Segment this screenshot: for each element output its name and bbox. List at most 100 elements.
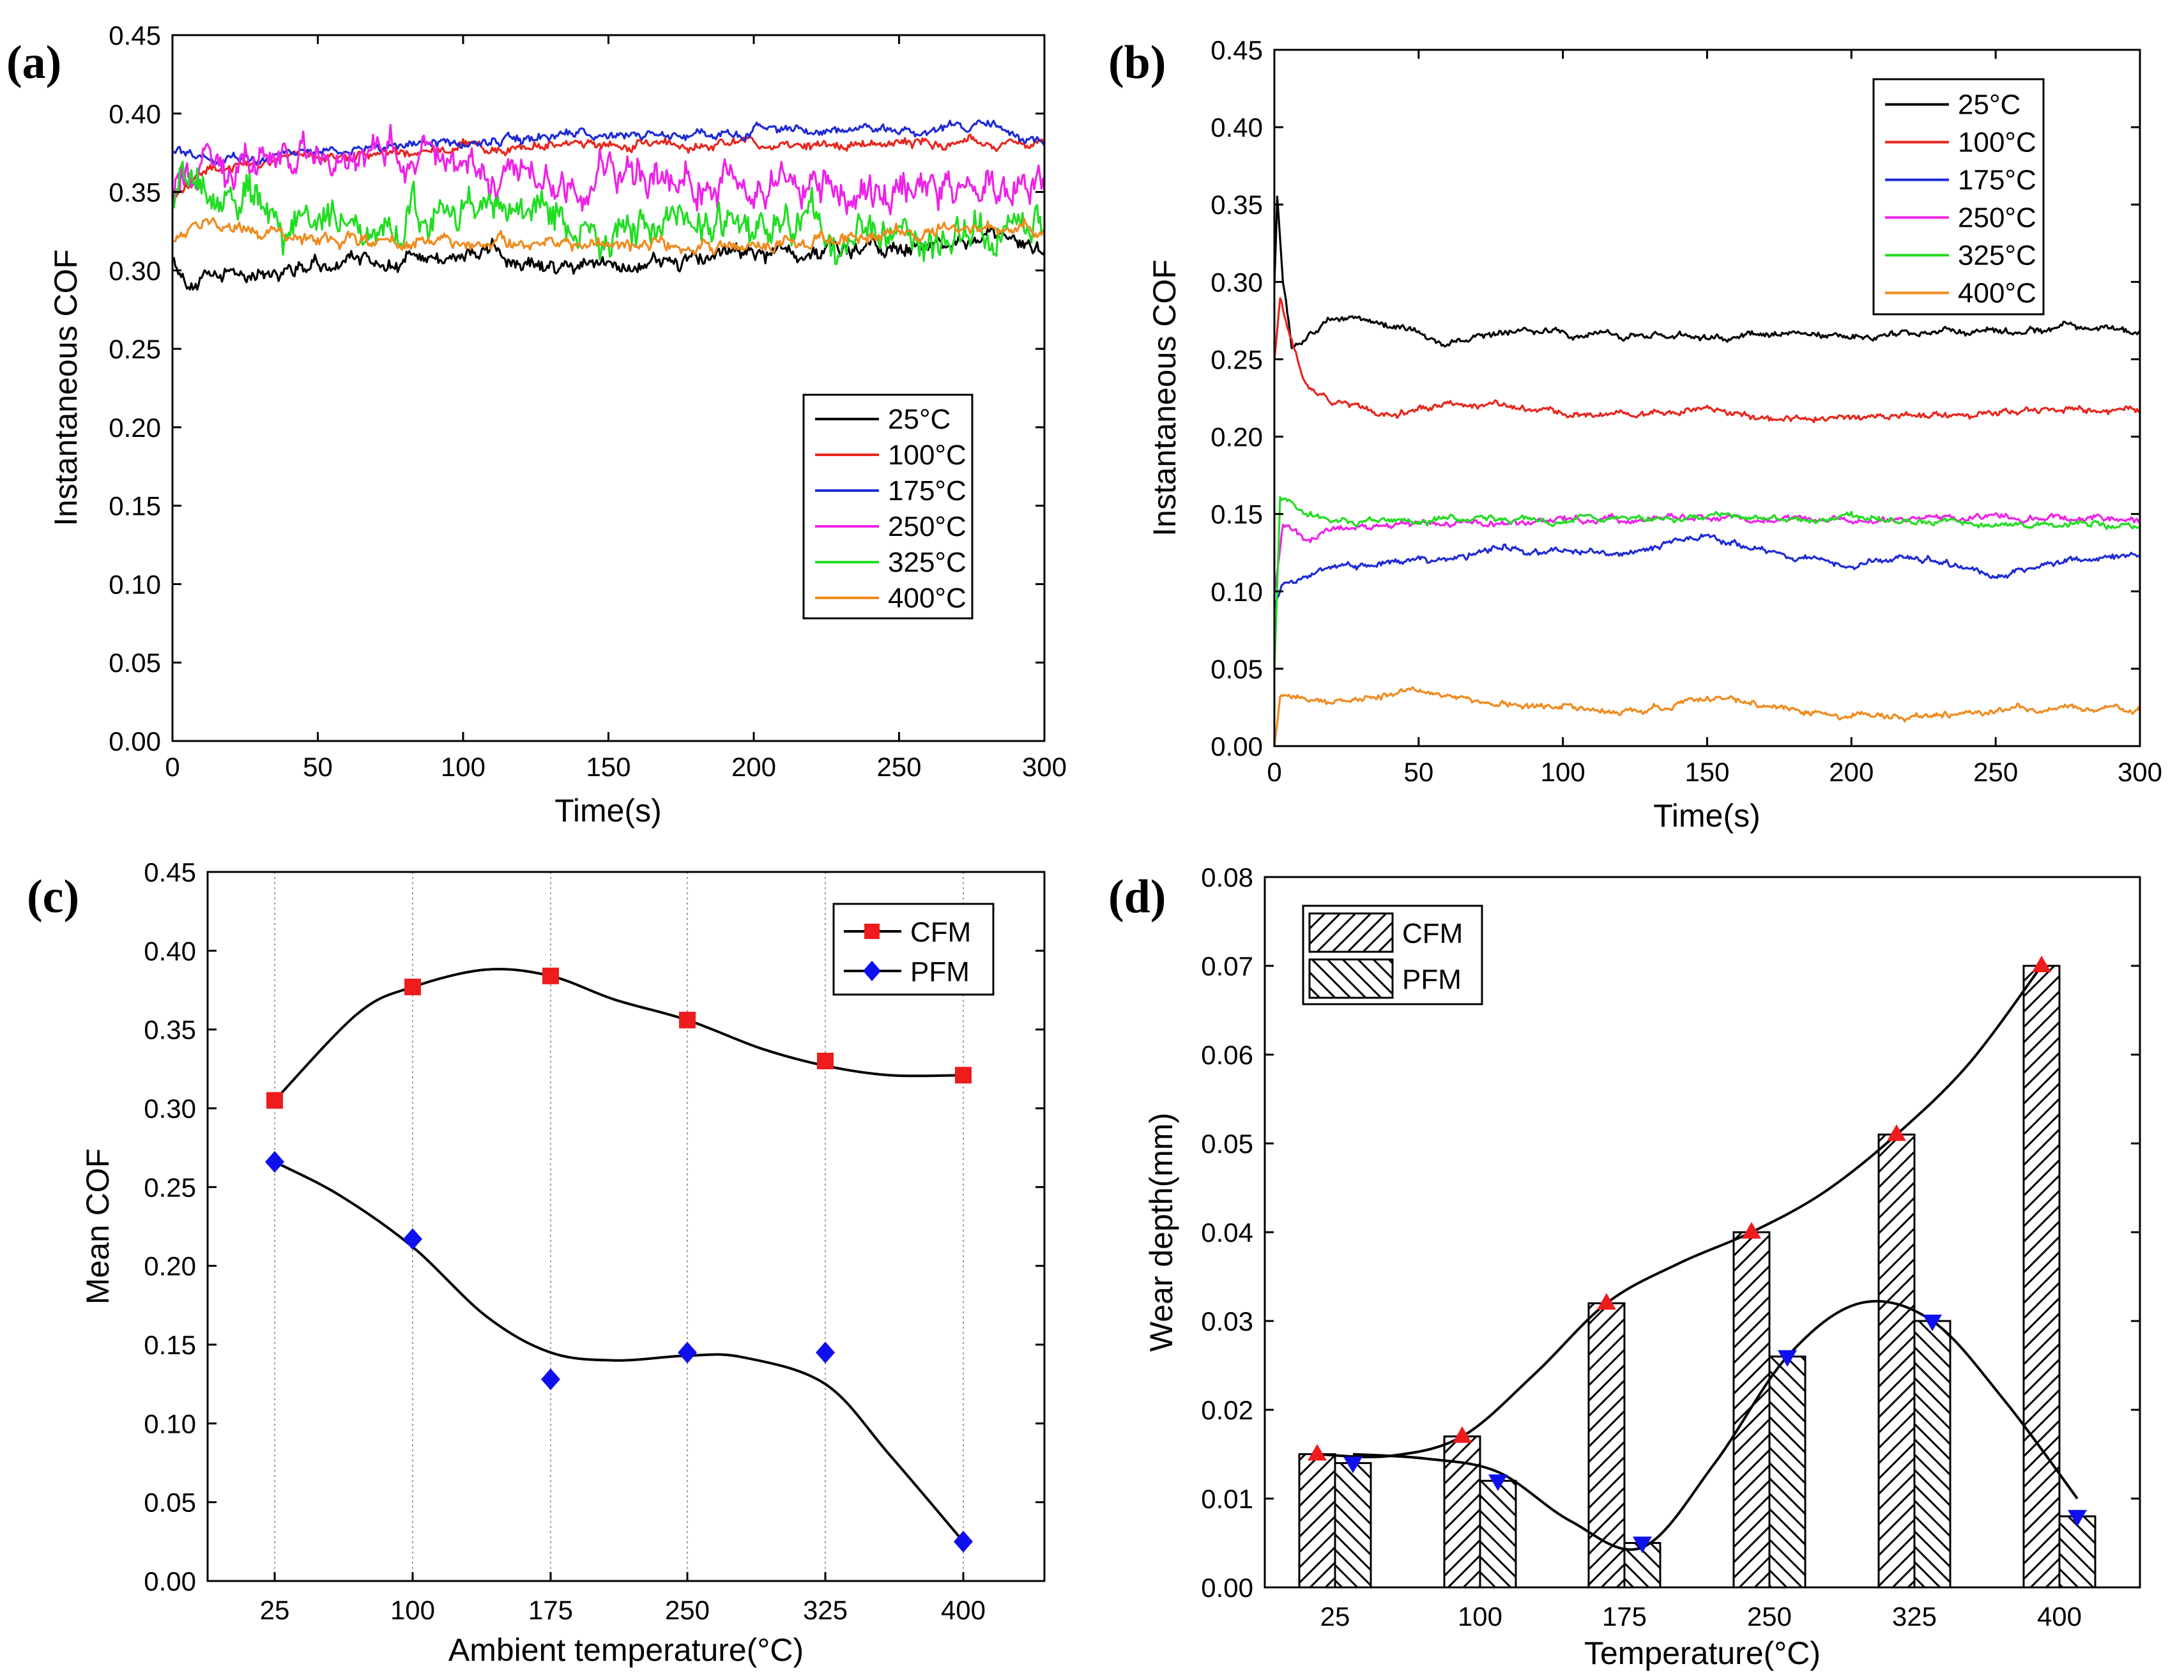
y-axis-label: Wear depth(mm) (1143, 1113, 1179, 1352)
series-line-175C (1273, 533, 2141, 610)
x-tick-label: 400 (941, 1595, 986, 1625)
x-tick-label: 50 (1403, 757, 1433, 787)
y-tick-label: 0.04 (1201, 1218, 1253, 1248)
legend: CFM PFM (832, 903, 995, 996)
x-axis-label: Temperature(°C) (1584, 1635, 1821, 1671)
series-line-25C (1273, 195, 2141, 349)
y-tick-label: 0.35 (1210, 190, 1263, 220)
legend-label: 400°C (888, 583, 966, 614)
fit-curve-pfm (274, 1161, 965, 1543)
cfm-marker (679, 1011, 696, 1028)
x-tick-label: 325 (1892, 1601, 1937, 1631)
x-tick-label: 175 (528, 1595, 573, 1625)
series-line-250C (171, 123, 1046, 216)
series-line-400C (172, 217, 1046, 256)
chart-panel-b: (b) 0 50 100 150 200 250 300 0.00 0.05 0.10 0.15 0.… (1108, 35, 2162, 834)
chart-panel-d: (d) 25 100 175 250 325 400 0.00 0.01 0.02 0.03 0.0… (1108, 862, 2141, 1671)
y-tick-label: 0.20 (144, 1251, 196, 1281)
legend-label: PFM (910, 956, 970, 988)
y-tick-label: 0.25 (109, 334, 161, 364)
legend-swatch (1308, 912, 1394, 953)
y-tick-label: 0.40 (144, 936, 196, 966)
x-tick-label: 25 (1320, 1601, 1350, 1631)
y-tick-label: 0.05 (109, 648, 161, 678)
y-tick-label: 0.15 (1210, 500, 1263, 530)
pfm-marker (816, 1341, 835, 1364)
series-line-25C (171, 227, 1046, 291)
x-tick-label: 325 (803, 1595, 848, 1625)
legend-label: 100°C (888, 439, 966, 471)
bar-pfm (1913, 1320, 1951, 1589)
pfm-marker (1488, 1474, 1508, 1492)
x-tick-label: 250 (1973, 757, 2018, 787)
legend-label: 325°C (888, 547, 966, 578)
legend-label: CFM (1402, 918, 1463, 949)
y-tick-label: 0.30 (1210, 267, 1263, 297)
x-tick-label: 175 (1602, 1601, 1647, 1631)
x-axis-label: Time(s) (1653, 798, 1760, 834)
cfm-marker (955, 1067, 972, 1084)
y-tick-label: 0.20 (1210, 422, 1263, 452)
x-tick-label: 250 (1747, 1601, 1792, 1631)
y-tick-label: 0.40 (1210, 112, 1263, 142)
x-tick-label: 100 (1541, 757, 1585, 787)
series-line-325C (171, 160, 1045, 265)
legend-label: 325°C (1958, 240, 2036, 271)
y-tick-label: 0.15 (109, 491, 161, 521)
chart-panel-c: (c) 25 100 175 250 325 400 0.00 0.05 0.10 0.15 0.2… (27, 857, 1046, 1668)
x-tick-label: 50 (303, 752, 333, 782)
legend: 25°C 100°C 175°C 250°C 325°C 400°C (1872, 78, 2045, 316)
legend-label: 100°C (1958, 127, 2036, 158)
legend-swatch-marker (863, 961, 881, 981)
x-tick-label: 200 (1829, 757, 1874, 787)
y-tick-label: 0.00 (109, 726, 161, 756)
y-axis-label: Mean COF (80, 1149, 116, 1305)
cfm-marker (1308, 1444, 1327, 1461)
x-axis-label: Ambient temperature(°C) (448, 1632, 804, 1668)
y-tick-label: 0.10 (144, 1409, 196, 1439)
panel-label: (d) (1108, 871, 1166, 923)
bar-cfm (1587, 1302, 1626, 1589)
panel-label: (c) (27, 871, 79, 923)
y-tick-label: 0.00 (144, 1566, 196, 1596)
pfm-marker (1343, 1456, 1363, 1474)
cfm-marker (1887, 1124, 1906, 1142)
x-tick-label: 300 (1022, 752, 1067, 782)
bar-pfm (1768, 1355, 1806, 1589)
x-tick-label: 300 (2118, 757, 2162, 787)
legend-label: PFM (1402, 964, 1462, 995)
pfm-marker (678, 1341, 697, 1364)
cfm-marker (1453, 1426, 1472, 1443)
y-axis-label: Instantaneous COF (48, 249, 84, 526)
x-tick-label: 100 (390, 1595, 435, 1625)
bar-pfm (2058, 1515, 2096, 1589)
cfm-marker (1597, 1293, 1616, 1310)
y-tick-label: 0.25 (1210, 344, 1263, 374)
panel-label: (a) (6, 36, 61, 89)
legend-label: 25°C (888, 404, 951, 435)
y-tick-label: 0.00 (1210, 731, 1263, 761)
bar-cfm (1732, 1231, 1771, 1589)
bar-cfm (1877, 1133, 1916, 1589)
y-tick-label: 0.08 (1201, 862, 1253, 892)
y-tick-label: 0.05 (144, 1488, 196, 1518)
pfm-marker (954, 1531, 973, 1553)
y-tick-label: 0.25 (144, 1172, 196, 1202)
legend-swatch (1308, 958, 1394, 999)
y-tick-label: 0.20 (109, 413, 161, 443)
x-tick-label: 200 (731, 752, 776, 782)
y-tick-label: 0.45 (1210, 35, 1263, 65)
y-tick-label: 0.45 (144, 857, 196, 887)
y-tick-label: 0.05 (1210, 654, 1263, 684)
x-tick-label: 400 (2037, 1601, 2082, 1631)
pfm-marker (1633, 1536, 1652, 1554)
pfm-marker (1923, 1315, 1942, 1331)
y-axis-label: Instantaneous COF (1147, 259, 1182, 537)
bar-cfm (1298, 1453, 1336, 1589)
y-tick-label: 0.10 (109, 569, 161, 599)
legend-box (1872, 78, 2045, 316)
cfm-marker (266, 1092, 283, 1109)
x-axis-label: Time(s) (554, 793, 662, 829)
y-tick-label: 0.01 (1201, 1484, 1253, 1514)
y-tick-label: 0.35 (109, 178, 161, 208)
